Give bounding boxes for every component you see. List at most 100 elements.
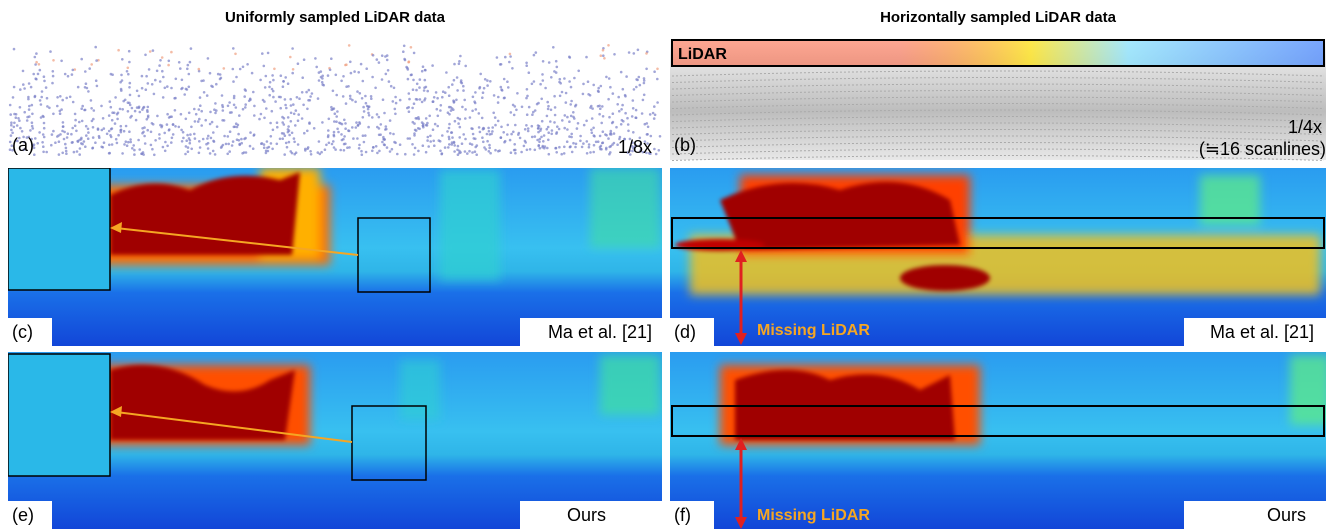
lidar-point: [364, 95, 367, 98]
lidar-point: [347, 85, 350, 88]
lidar-point: [534, 135, 537, 138]
lidar-point: [349, 95, 352, 98]
lidar-point: [354, 101, 357, 104]
lidar-point: [572, 142, 575, 145]
lidar-point: [317, 97, 320, 100]
lidar-point: [219, 73, 222, 76]
lidar-point: [223, 67, 226, 70]
lidar-point: [615, 126, 618, 129]
lidar-point: [19, 106, 22, 109]
lidar-point: [460, 79, 463, 82]
lidar-point: [459, 126, 462, 129]
lidar-point: [266, 140, 269, 143]
lidar-point: [46, 105, 49, 108]
lidar-point: [451, 136, 454, 139]
lidar-point: [598, 113, 601, 116]
lidar-point: [653, 70, 656, 73]
lidar-point: [287, 128, 290, 131]
lidar-point: [146, 129, 149, 132]
lidar-point: [361, 97, 364, 100]
lidar-point: [444, 146, 447, 149]
lidar-point: [292, 103, 295, 106]
lidar-point: [383, 144, 386, 147]
lidar-point: [187, 146, 190, 149]
lidar-point: [474, 91, 477, 94]
lidar-point: [613, 53, 616, 56]
lidar-point: [298, 97, 301, 100]
lidar-point: [233, 97, 236, 100]
lidar-point: [333, 131, 336, 134]
lidar-point: [13, 86, 16, 89]
lidar-point: [61, 152, 64, 155]
lidar-point: [361, 153, 364, 156]
lidar-point: [513, 143, 516, 146]
lidar-point: [453, 144, 456, 147]
lidar-point: [282, 80, 285, 83]
lidar-point: [206, 137, 209, 140]
lidar-point: [253, 105, 256, 108]
lidar-point: [102, 117, 105, 120]
lidar-point: [503, 97, 506, 100]
lidar-point: [145, 88, 148, 91]
lidar-point: [221, 119, 224, 122]
lidar-point: [83, 140, 86, 143]
lidar-point: [293, 141, 296, 144]
lidar-point: [464, 138, 467, 141]
lidar-point: [437, 115, 440, 118]
lidar-point: [297, 113, 300, 116]
lidar-point: [96, 85, 99, 88]
lidar-point: [84, 70, 87, 73]
lidar-point: [617, 96, 620, 99]
lidar-point: [333, 120, 336, 123]
lidar-point: [340, 80, 343, 83]
lidar-point: [92, 126, 95, 129]
lidar-point: [381, 141, 384, 144]
lidar-point: [303, 58, 306, 61]
lidar-point: [456, 89, 459, 92]
lidar-point: [497, 101, 500, 104]
lidar-point: [461, 106, 464, 109]
lidar-point: [238, 114, 241, 117]
lidar-point: [448, 127, 451, 130]
lidar-point: [162, 96, 165, 99]
lidar-point: [284, 98, 287, 101]
lidar-point: [228, 150, 231, 153]
lidar-point: [368, 105, 371, 108]
lidar-point: [164, 141, 167, 144]
lidar-point: [142, 151, 145, 154]
sampling-note: (≒16 scanlines): [1199, 139, 1326, 159]
lidar-point: [478, 112, 481, 115]
panel-label: (a): [12, 135, 34, 155]
lidar-point: [529, 148, 532, 151]
lidar-point: [330, 106, 333, 109]
lidar-point: [43, 122, 46, 125]
lidar-point: [641, 112, 644, 115]
lidar-point: [512, 131, 515, 134]
lidar-point: [590, 129, 593, 132]
lidar-point: [576, 127, 579, 130]
lidar-point: [313, 127, 316, 130]
lidar-point: [180, 129, 183, 132]
lidar-point: [21, 130, 24, 133]
lidar-point: [29, 129, 32, 132]
lidar-point: [602, 49, 605, 52]
lidar-point: [391, 148, 394, 151]
lidar-point: [117, 49, 120, 52]
lidar-point: [510, 133, 513, 136]
lidar-point: [116, 142, 119, 145]
lidar-point: [92, 136, 95, 139]
lidar-point: [457, 145, 460, 148]
lidar-point: [306, 108, 309, 111]
lidar-point: [454, 120, 457, 123]
lidar-point: [340, 133, 343, 136]
lidar-point: [83, 109, 86, 112]
lidar-point: [431, 64, 434, 67]
lidar-point: [466, 152, 469, 155]
lidar-point: [244, 106, 247, 109]
lidar-point: [284, 104, 287, 107]
lidar-point: [281, 132, 284, 135]
lidar-point: [236, 138, 239, 141]
lidar-point: [270, 142, 273, 145]
lidar-point: [486, 133, 489, 136]
lidar-point: [95, 59, 98, 62]
